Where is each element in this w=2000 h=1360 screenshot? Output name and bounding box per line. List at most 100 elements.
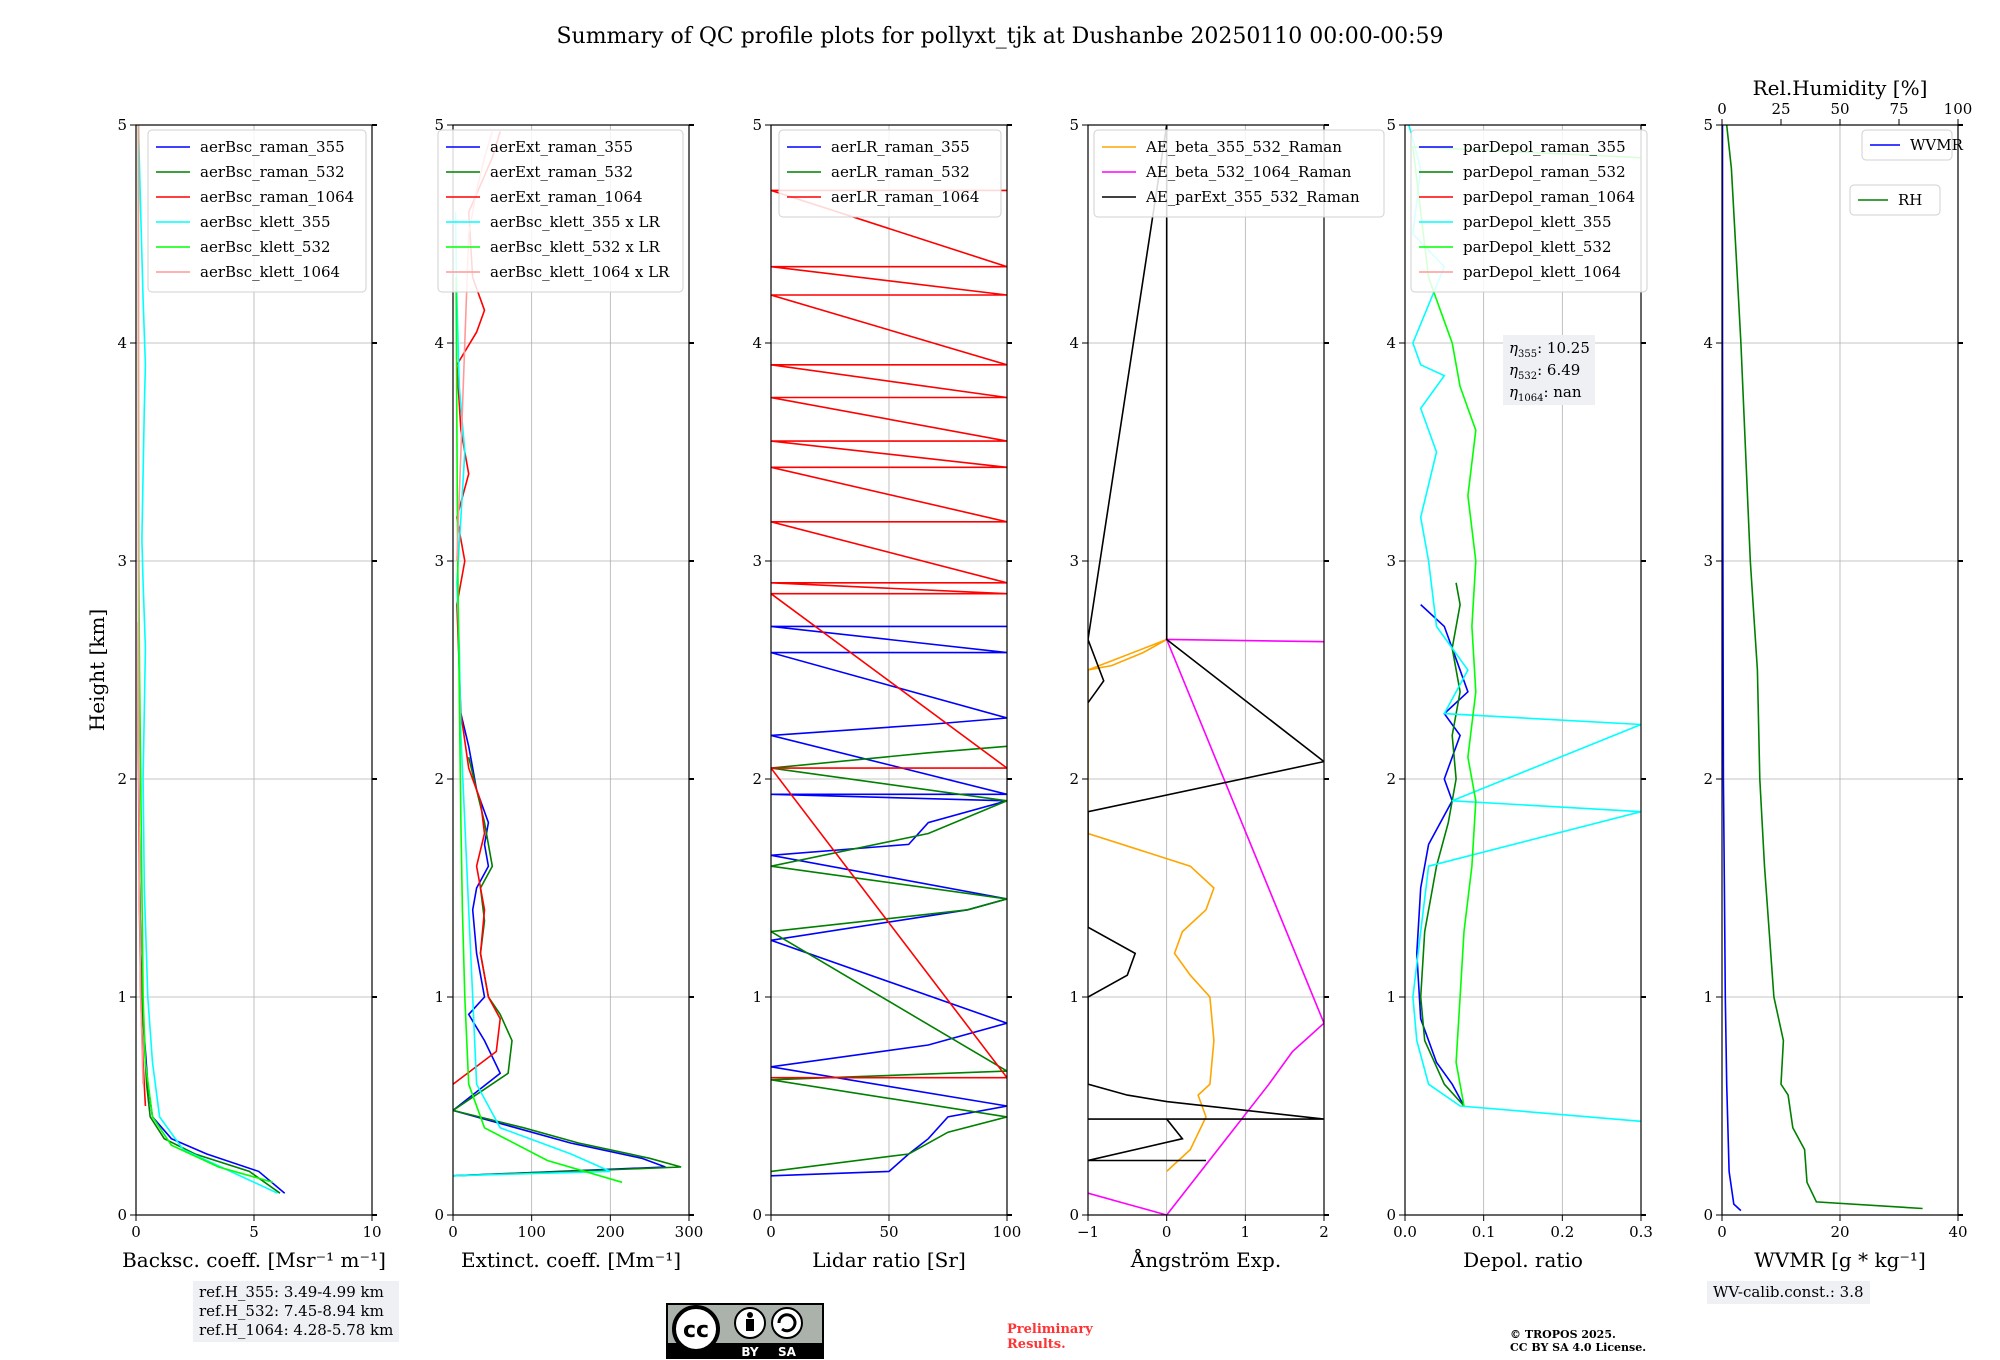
- eta-box: [1503, 335, 1595, 405]
- y-tick-label: 1: [1069, 988, 1079, 1006]
- preliminary-line-1: Preliminary: [1007, 1322, 1093, 1337]
- y-tick-label: 5: [1386, 116, 1396, 134]
- y-tick-label: 2: [117, 770, 127, 788]
- wv-calibration-box: WV-calib.const.: 3.8: [1707, 1281, 1870, 1304]
- axes-frame: [452, 124, 690, 1216]
- series-line-aerExt_raman_355: [453, 713, 666, 1177]
- x-axis-label: Backsc. coeff. [Msr⁻¹ m⁻¹]: [122, 1248, 386, 1272]
- svg-text:cc: cc: [683, 1318, 709, 1343]
- series-line-aerLR_raman_532: [771, 745, 1007, 1173]
- x-tick-label: 20: [1830, 1223, 1849, 1241]
- cc-sa-label: SA: [778, 1345, 797, 1359]
- eta-532: η532: 6.49: [1509, 361, 1580, 382]
- legend-label: parDepol_klett_532: [1463, 238, 1612, 256]
- x-tick-label: 0.2: [1550, 1223, 1574, 1241]
- legend-label: parDepol_klett_1064: [1463, 263, 1621, 281]
- series-line-WVMR: [1722, 125, 1742, 1212]
- x-tick-label: 0: [448, 1223, 458, 1241]
- y-tick-label: 1: [1386, 988, 1396, 1006]
- y-tick-label: 2: [1703, 770, 1713, 788]
- series-line-aerLR_raman_355: [771, 625, 1007, 1177]
- y-tick-label: 4: [752, 334, 762, 352]
- x-axis-label: Ångström Exp.: [1130, 1247, 1281, 1272]
- legend-box: [437, 129, 684, 293]
- figure-title: Summary of QC profile plots for pollyxt_…: [556, 24, 1443, 49]
- series-line-RH: [1725, 125, 1923, 1210]
- top-x-tick-label: 75: [1889, 100, 1908, 118]
- top-x-tick-label: 25: [1771, 100, 1790, 118]
- y-tick-label: 1: [117, 988, 127, 1006]
- preliminary-line-2: Results.: [1007, 1337, 1066, 1352]
- legend-label: AE_parExt_355_532_Raman: [1145, 188, 1360, 206]
- preliminary-results-note: Preliminary Results.: [1007, 1322, 1093, 1352]
- x-tick-label: 0.3: [1629, 1223, 1653, 1241]
- series-line-aerExt_raman_532: [453, 757, 682, 1177]
- legend-label: WVMR: [1910, 136, 1964, 154]
- series-line-aerBsc_klett_355: [137, 125, 278, 1194]
- series-group: [1088, 125, 1324, 1215]
- legend-WVMR: WVMR: [1861, 129, 1964, 161]
- eta-1064: η1064: nan: [1509, 383, 1582, 404]
- x-tick-label: 0: [1162, 1223, 1172, 1241]
- y-tick-label: 0: [1703, 1206, 1713, 1224]
- y-tick-label: 4: [434, 334, 444, 352]
- y-tick-label: 2: [752, 770, 762, 788]
- copyright-line-1: © TROPOS 2025.: [1510, 1328, 1616, 1341]
- legend-label: parDepol_raman_1064: [1463, 188, 1635, 206]
- y-tick-label: 5: [434, 116, 444, 134]
- y-axis-label: Height [km]: [85, 609, 109, 731]
- x-tick-label: 0: [766, 1223, 776, 1241]
- legend-label: aerLR_raman_532: [831, 163, 970, 181]
- legend-label: aerBsc_raman_355: [200, 138, 345, 156]
- y-tick-label: 5: [117, 116, 127, 134]
- series-line-AE_beta_532_1064_Raman: [1088, 638, 1324, 1215]
- y-tick-label: 0: [1069, 1206, 1079, 1224]
- legend-label: aerBsc_klett_355: [200, 213, 331, 231]
- legend: parDepol_raman_355 parDepol_raman_532 parD…: [1410, 129, 1648, 293]
- ref-h-355: ref.H_355: 3.49-4.99 km: [199, 1283, 384, 1301]
- y-tick-label: 5: [752, 116, 762, 134]
- legend-label: aerLR_raman_355: [831, 138, 970, 156]
- x-tick-label: 10: [362, 1223, 381, 1241]
- reference-height-box: ref.H_355: 3.49-4.99 km ref.H_532: 7.45-…: [193, 1281, 400, 1342]
- legend-label: parDepol_raman_532: [1463, 163, 1626, 181]
- legend: aerExt_raman_355 aerExt_raman_532 aerExt_r…: [437, 129, 684, 293]
- y-tick-label: 2: [1069, 770, 1079, 788]
- y-tick-label: 3: [752, 552, 762, 570]
- legend: AE_beta_355_532_Raman AE_beta_532_1064_Ra…: [1093, 129, 1385, 218]
- x-tick-label: 100: [993, 1223, 1022, 1241]
- legend-box: [1093, 129, 1385, 218]
- x-tick-label: 40: [1948, 1223, 1967, 1241]
- legend-box: [1849, 184, 1941, 216]
- series-line-aerBsc_klett_1064: [137, 125, 144, 1085]
- x-tick-label: −1: [1077, 1223, 1099, 1241]
- y-tick-label: 4: [1386, 334, 1396, 352]
- legend-label: aerBsc_raman_532: [200, 163, 345, 181]
- axes-frame: [1721, 124, 1959, 1216]
- y-tick-label: 4: [1069, 334, 1079, 352]
- legend-label: AE_beta_355_532_Raman: [1145, 138, 1342, 156]
- y-tick-label: 2: [1386, 770, 1396, 788]
- ref-h-1064: ref.H_1064: 4.28-5.78 km: [199, 1321, 394, 1339]
- x-axis-label: Extinct. coeff. [Mm⁻¹]: [461, 1248, 681, 1272]
- axes-frame: [1087, 124, 1325, 1216]
- legend-label: AE_beta_532_1064_Raman: [1145, 163, 1352, 181]
- legend-label: parDepol_raman_355: [1463, 138, 1626, 156]
- legend-label: aerBsc_klett_532 x LR: [490, 238, 661, 256]
- x-tick-label: 5: [249, 1223, 259, 1241]
- y-tick-label: 3: [1069, 552, 1079, 570]
- legend-box: [147, 129, 367, 293]
- y-tick-label: 3: [117, 552, 127, 570]
- panel-3: 0 50 100 0 1 2 3 4 5 Lidar ratio [Sr] aerLR_raman_…: [752, 116, 1021, 1272]
- y-tick-label: 1: [434, 988, 444, 1006]
- y-tick-label: 3: [1703, 552, 1713, 570]
- legend-label: aerBsc_klett_355 x LR: [490, 213, 661, 231]
- y-tick-label: 0: [1386, 1206, 1396, 1224]
- legend-label: aerBsc_raman_1064: [200, 188, 354, 206]
- series-line-aerBsc_raman_532: [137, 622, 281, 1194]
- y-tick-label: 3: [434, 552, 444, 570]
- legend-label: aerBsc_klett_1064: [200, 263, 340, 281]
